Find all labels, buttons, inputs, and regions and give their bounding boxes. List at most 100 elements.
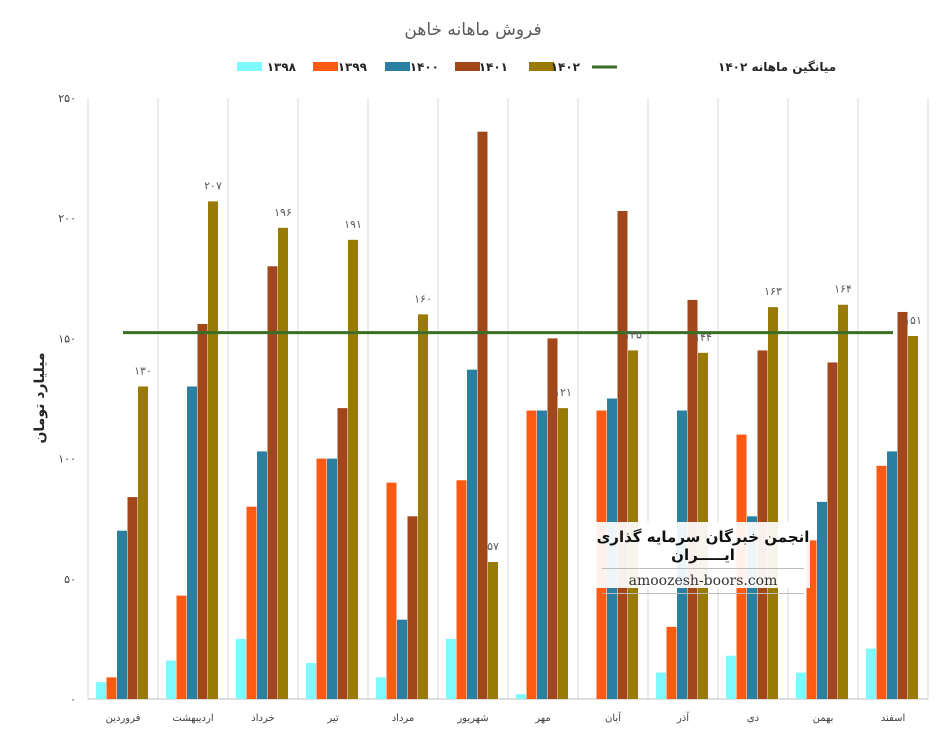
bar	[817, 501, 827, 699]
bar	[806, 540, 817, 699]
bar	[768, 307, 778, 699]
x-tick-label: شهریور	[456, 713, 488, 724]
bar	[176, 595, 187, 699]
watermark-title: انجمن خبرگان سرمایه گذاری ایـــــران	[596, 528, 810, 564]
y-tick-label: ۱۵۰	[58, 332, 76, 345]
bar	[418, 314, 428, 699]
data-label: ۱۶۰	[414, 292, 432, 305]
x-tick-label: بهمن	[813, 713, 834, 724]
bar	[876, 465, 887, 699]
bar	[617, 210, 628, 699]
data-labels: ۱۳۰ ۲۰۷ ۱۹۶ ۱۹۱ ۱۶۰ ۵۷ ۱۲۱ ۱۴۵ ۱۴۴ ۱۶۳ ۱۶۴ ۱۵۱	[134, 179, 922, 553]
data-label: ۱۵۱	[904, 314, 922, 327]
bar	[477, 131, 488, 699]
data-label: ۱۳۰	[134, 364, 152, 377]
bar	[866, 648, 876, 699]
bar	[407, 516, 418, 699]
legend-swatch	[237, 62, 262, 71]
chart-title: فروش ماهانه خاهن	[404, 20, 541, 40]
bar	[236, 638, 246, 699]
grid-lines	[87, 98, 929, 700]
legend-swatch	[385, 62, 410, 71]
bar	[306, 662, 316, 699]
bar	[386, 482, 397, 699]
legend-label: میانگین ماهانه ۱۴۰۲	[718, 60, 836, 74]
bar	[796, 672, 806, 699]
legend-label: ۱۳۹۹	[338, 60, 368, 74]
watermark-url: amoozesh-boors.com	[628, 573, 778, 589]
x-tick-label: آذر	[676, 711, 690, 724]
bar	[526, 410, 537, 699]
x-axis: فروردین اردیبهشت خرداد تیر مرداد شهریور مهر آبا…	[106, 711, 906, 724]
legend-label: ۱۳۹۸	[267, 60, 297, 74]
legend: ۱۳۹۸ ۱۳۹۹ ۱۴۰۰ ۱۴۰۱ ۱۴۰۲ میانگین ماهانه ۱۴۰۲	[237, 60, 836, 74]
bar	[166, 660, 176, 699]
bars	[96, 131, 918, 700]
data-label: ۲۰۷	[204, 179, 222, 192]
data-label: ۱۶۴	[834, 283, 852, 296]
x-tick-label: فروردین	[106, 713, 141, 724]
bar	[656, 672, 666, 699]
x-tick-label: دی	[747, 713, 759, 724]
bar	[376, 677, 386, 699]
y-tick-label: ۲۰۰	[58, 212, 76, 225]
bar	[827, 362, 838, 699]
y-axis: ۰ ۵۰ ۱۰۰ ۱۵۰ ۲۰۰ ۲۵۰	[58, 92, 76, 706]
bar	[117, 530, 127, 699]
y-tick-label: ۱۰۰	[58, 453, 76, 466]
bar	[547, 338, 558, 699]
bar	[666, 626, 677, 699]
bar	[887, 451, 897, 699]
x-tick-label: خرداد	[251, 713, 274, 724]
bar	[516, 694, 526, 699]
y-axis-label: میلیارد تومان	[32, 352, 48, 443]
legend-label: ۱۴۰۲	[551, 60, 581, 74]
bar	[908, 335, 918, 699]
bar	[327, 458, 337, 699]
x-tick-label: اردیبهشت	[172, 713, 213, 724]
bar	[726, 655, 736, 699]
data-label: ۱۴۵	[624, 328, 642, 341]
bar	[488, 561, 498, 699]
bar	[257, 451, 267, 699]
y-tick-label: ۲۵۰	[58, 92, 76, 105]
bar	[246, 506, 257, 699]
x-tick-label: اسفند	[881, 713, 905, 724]
watermark-divider	[602, 593, 804, 594]
x-tick-label: مهر	[534, 713, 550, 724]
legend-label: ۱۴۰۱	[479, 60, 508, 74]
bar	[127, 497, 138, 699]
legend-swatch	[455, 62, 480, 71]
data-label: ۱۴۴	[694, 331, 712, 344]
legend-swatch	[529, 62, 554, 71]
data-label: ۱۹۱	[344, 218, 362, 231]
bar	[446, 638, 456, 699]
bar	[106, 677, 117, 699]
bar	[337, 408, 348, 699]
data-label: ۱۶۳	[764, 285, 782, 298]
bar	[456, 480, 467, 699]
bar	[197, 323, 208, 699]
bar	[316, 458, 327, 699]
bar	[348, 239, 358, 699]
bar	[208, 201, 218, 699]
x-tick-label: تیر	[326, 713, 339, 724]
bar	[138, 386, 148, 699]
bar	[187, 386, 197, 699]
x-tick-label: مرداد	[392, 713, 415, 724]
x-tick-label: آبان	[605, 711, 622, 724]
watermark-divider	[602, 568, 804, 569]
bar	[278, 227, 288, 700]
legend-swatch	[313, 62, 338, 71]
bar	[267, 266, 278, 699]
bar	[687, 299, 698, 699]
bar	[537, 410, 547, 699]
legend-label: ۱۴۰۰	[410, 60, 439, 74]
bar	[838, 304, 848, 699]
bar	[747, 516, 757, 699]
bar	[897, 311, 908, 699]
y-tick-label: ۵۰	[64, 573, 76, 586]
data-label: ۵۷	[487, 540, 499, 553]
bar	[96, 682, 106, 699]
